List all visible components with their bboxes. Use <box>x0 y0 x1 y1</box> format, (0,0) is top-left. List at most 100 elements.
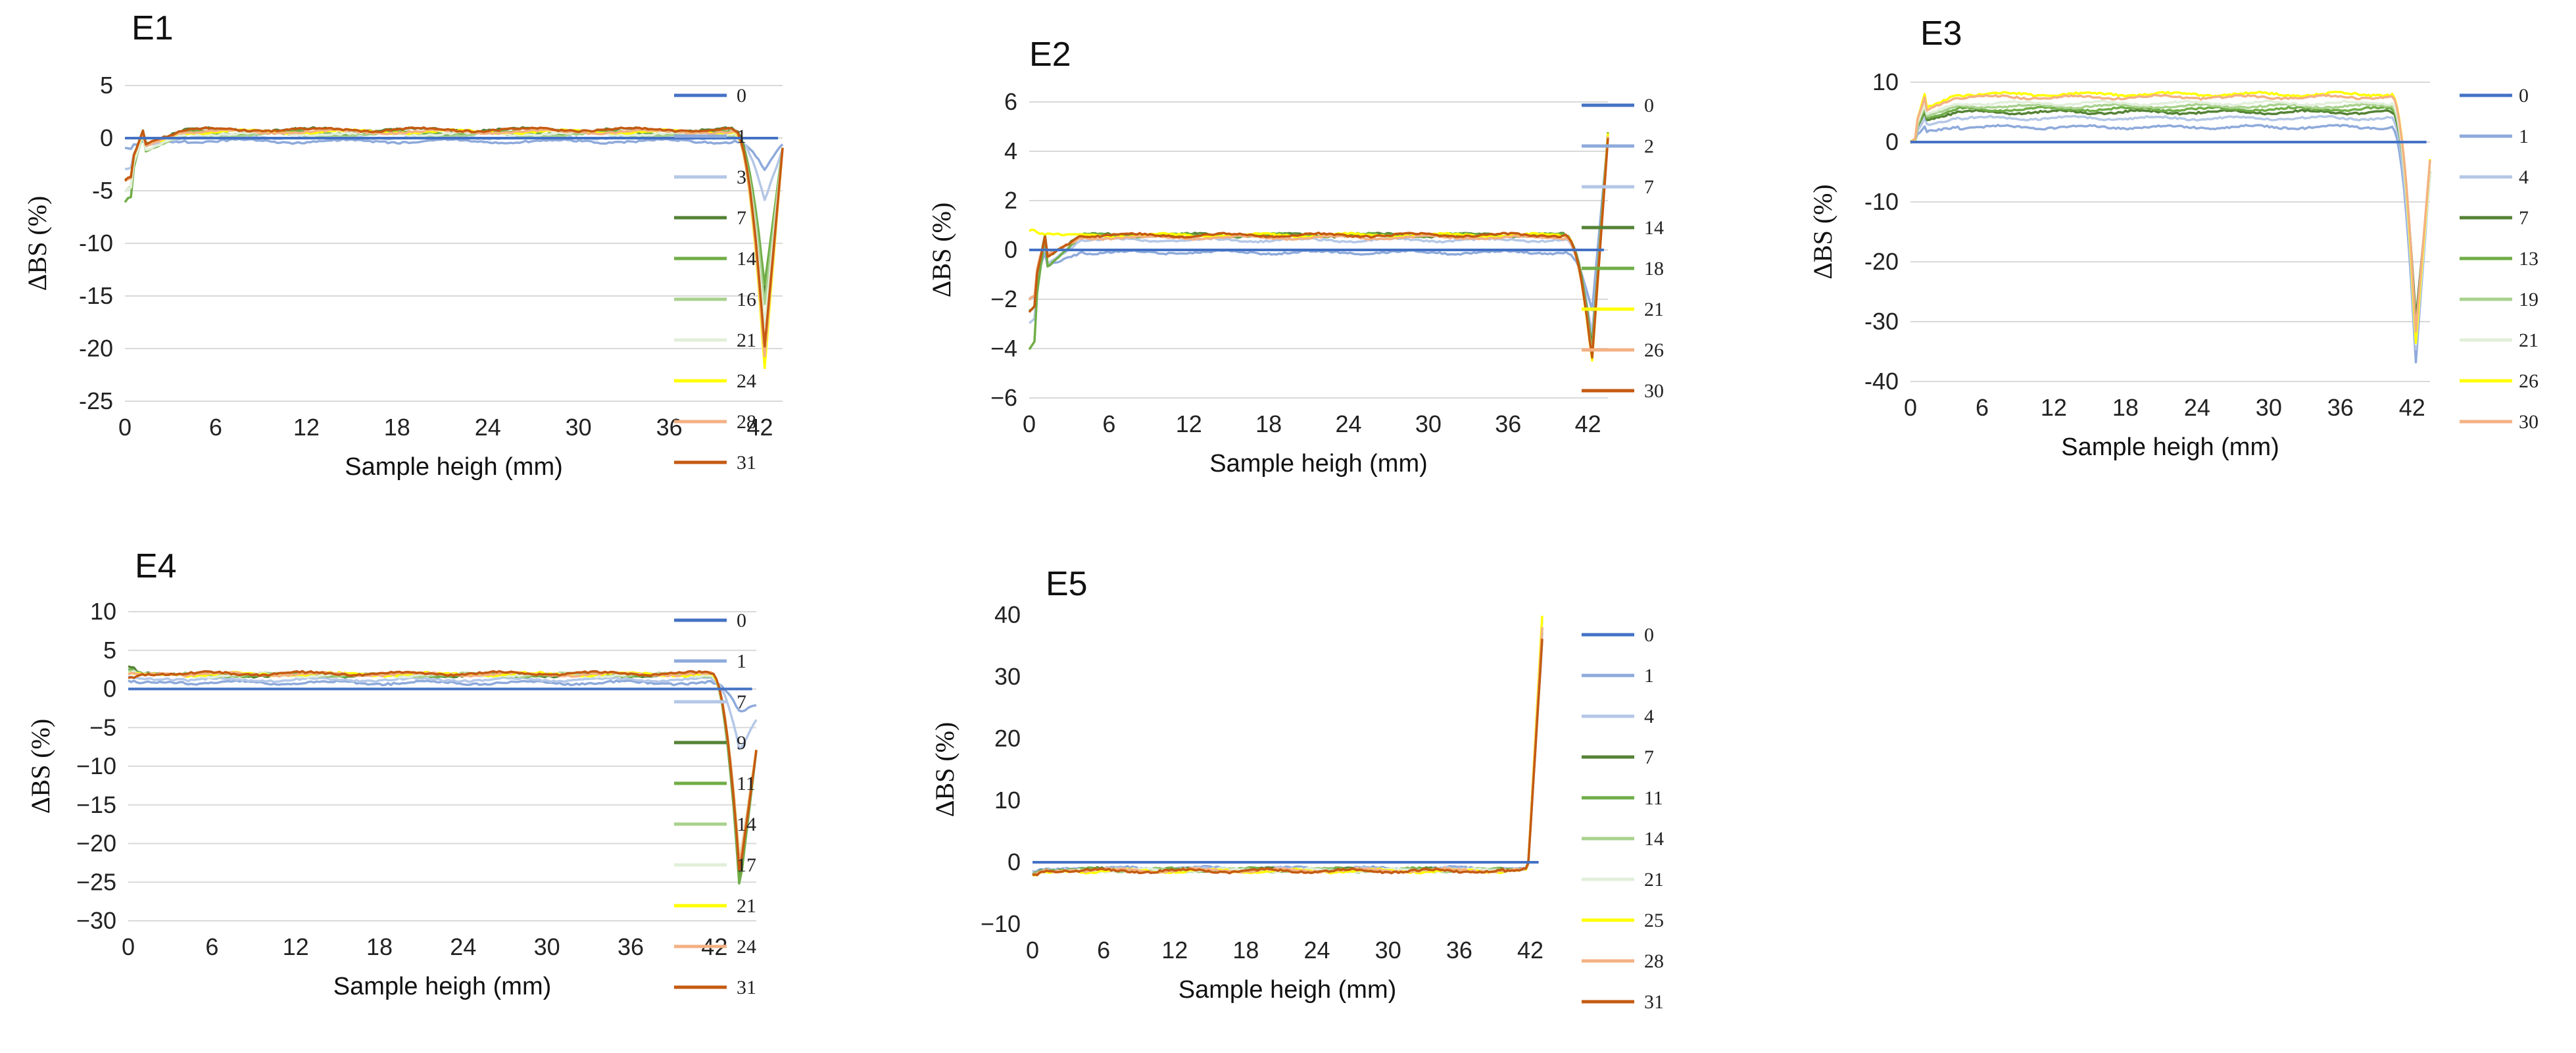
x-tick-label: 36 <box>1495 410 1521 437</box>
y-tick-label: 10 <box>90 598 116 625</box>
series-line-11 <box>1032 621 1543 875</box>
x-tick-label: 0 <box>1026 937 1039 964</box>
y-tick-label: -15 <box>79 282 113 309</box>
x-tick-label: 18 <box>1232 937 1259 964</box>
series-line-14 <box>124 129 784 286</box>
legend-label: 7 <box>1644 747 1654 768</box>
legend-label: 21 <box>2519 330 2539 351</box>
x-tick-label: 12 <box>283 933 309 960</box>
y-tick-label: 0 <box>100 124 113 151</box>
y-tick-label: −20 <box>76 830 116 857</box>
series-line-7 <box>1910 109 2431 322</box>
series-line-4 <box>1032 633 1543 873</box>
legend-label: 4 <box>2519 166 2529 188</box>
series-line-30 <box>1909 93 2431 333</box>
y-tick-label: 4 <box>1004 137 1017 164</box>
series-line-1 <box>1032 640 1543 873</box>
legend-label: 1 <box>737 650 746 672</box>
legend-label: 7 <box>1644 176 1654 198</box>
x-tick-label: 6 <box>209 414 222 441</box>
y-tick-label: 6 <box>1004 88 1017 115</box>
series-line-24 <box>124 128 784 370</box>
legend-label: 4 <box>1644 706 1654 727</box>
x-tick-label: 24 <box>2184 394 2210 421</box>
chart-title: E5 <box>1046 565 1088 603</box>
legend-label: 13 <box>2519 248 2539 270</box>
legend-label: 21 <box>737 895 756 917</box>
y-axis-label: ΔBS (%) <box>930 722 960 818</box>
x-axis-label: Sample heigh (mm) <box>1179 976 1397 1004</box>
x-tick-label: 42 <box>1575 410 1601 437</box>
legend-label: 21 <box>1644 299 1664 320</box>
x-tick-label: 30 <box>566 414 592 441</box>
x-tick-label: 6 <box>205 933 218 960</box>
series-line-21 <box>124 130 784 327</box>
legend-label: 16 <box>737 289 756 310</box>
series-line-31 <box>128 670 758 871</box>
legend-label: 17 <box>737 854 756 876</box>
x-axis-label: Sample heigh (mm) <box>333 973 552 1000</box>
series-line-1 <box>1910 124 2431 364</box>
x-tick-label: 12 <box>293 414 320 441</box>
legend-label: 31 <box>737 977 756 998</box>
y-tick-label: -30 <box>1864 308 1899 335</box>
x-tick-label: 30 <box>1415 410 1442 437</box>
series-line-1 <box>128 679 757 713</box>
series-line-7 <box>124 126 784 296</box>
legend-label: 9 <box>737 732 746 754</box>
legend-label: 19 <box>2519 289 2539 310</box>
chart-title: E2 <box>1029 36 1071 74</box>
y-tick-label: -10 <box>1864 188 1899 215</box>
legend-label: 31 <box>1644 991 1664 1013</box>
legend-label: 25 <box>1644 910 1664 931</box>
legend-label: 21 <box>737 330 756 351</box>
legend-label: 28 <box>1644 950 1664 972</box>
series-line-21 <box>1029 133 1609 362</box>
series-line-7 <box>1031 627 1543 875</box>
y-axis-label: ΔBS (%) <box>22 196 52 291</box>
legend-label: 14 <box>737 248 756 270</box>
legend-label: 0 <box>737 85 746 107</box>
y-tick-label: -40 <box>1864 368 1899 395</box>
legend-label: 14 <box>1644 828 1664 850</box>
y-tick-label: −25 <box>76 868 116 895</box>
y-tick-label: -25 <box>79 387 113 414</box>
x-tick-label: 18 <box>384 414 410 441</box>
legend-label: 18 <box>1644 258 1664 280</box>
series-line-1 <box>124 137 784 172</box>
series-line-30 <box>1028 137 1609 359</box>
x-tick-label: 36 <box>2327 394 2354 421</box>
y-tick-label: 0 <box>1008 848 1021 875</box>
series-line-28 <box>1032 627 1543 877</box>
y-tick-label: -5 <box>92 177 113 204</box>
x-tick-label: 24 <box>1335 410 1361 437</box>
y-tick-label: −4 <box>990 335 1017 362</box>
legend-label: 7 <box>737 691 746 713</box>
series-line-7 <box>1028 136 1609 335</box>
x-tick-label: 18 <box>2112 394 2139 421</box>
x-tick-label: 0 <box>1904 394 1917 421</box>
y-tick-label: 40 <box>994 601 1021 628</box>
y-tick-label: −30 <box>76 907 116 934</box>
legend-label: 14 <box>1644 217 1664 239</box>
x-tick-label: 12 <box>1161 937 1188 964</box>
legend-label: 14 <box>737 814 756 835</box>
series-line-21 <box>1909 99 2431 345</box>
series-line-13 <box>1910 105 2431 332</box>
legend-label: 0 <box>737 610 746 631</box>
x-tick-label: 6 <box>1097 937 1110 964</box>
legend-label: 26 <box>2519 370 2539 392</box>
x-tick-label: 6 <box>1976 394 1989 421</box>
x-axis-label: Sample heigh (mm) <box>1209 450 1428 478</box>
legend-label: 11 <box>1644 787 1663 809</box>
y-tick-label: -20 <box>79 335 113 362</box>
y-axis-label: ΔBS (%) <box>1808 184 1837 280</box>
legend-label: 2 <box>1644 135 1654 157</box>
y-tick-label: 0 <box>103 675 116 702</box>
series-line-4 <box>1910 114 2431 351</box>
legend-label: 1 <box>1644 665 1654 687</box>
